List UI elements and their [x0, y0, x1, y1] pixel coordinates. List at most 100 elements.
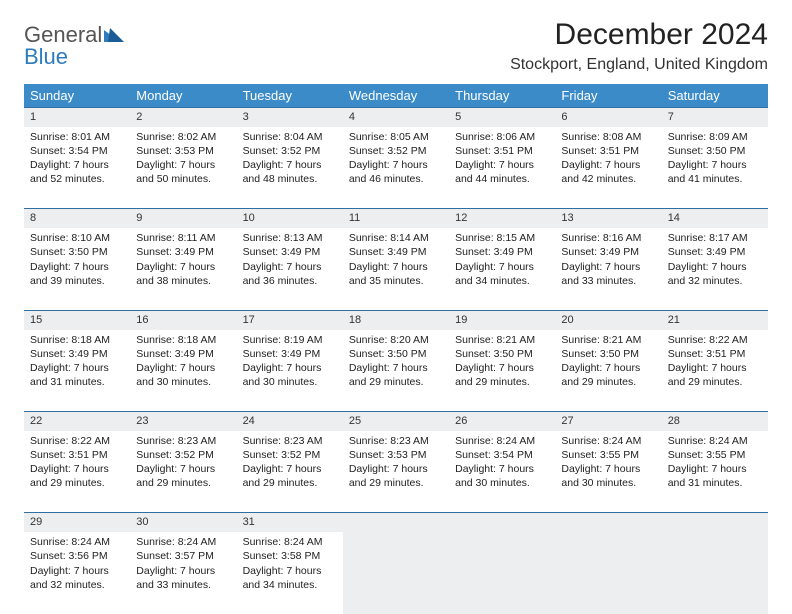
day-number-cell: 21 — [662, 310, 768, 329]
day-number-cell: 19 — [449, 310, 555, 329]
day-number-cell: 1 — [24, 108, 130, 127]
day-number-cell: 18 — [343, 310, 449, 329]
day-detail-line: Daylight: 7 hours — [668, 158, 762, 172]
day-detail-cell: Sunrise: 8:14 AMSunset: 3:49 PMDaylight:… — [343, 228, 449, 310]
day-number-cell: 31 — [237, 513, 343, 532]
day-number-cell — [449, 513, 555, 532]
day-detail-cell: Sunrise: 8:24 AMSunset: 3:55 PMDaylight:… — [662, 431, 768, 513]
day-detail-line: Sunset: 3:50 PM — [349, 347, 443, 361]
day-detail-line: Sunset: 3:58 PM — [243, 549, 337, 563]
day-detail-cell: Sunrise: 8:24 AMSunset: 3:56 PMDaylight:… — [24, 532, 130, 614]
day-detail-line: Sunrise: 8:05 AM — [349, 130, 443, 144]
day-detail-line: and 33 minutes. — [136, 578, 230, 592]
day-detail-line: Sunrise: 8:14 AM — [349, 231, 443, 245]
day-detail-cell: Sunrise: 8:22 AMSunset: 3:51 PMDaylight:… — [662, 330, 768, 412]
day-number-cell: 25 — [343, 412, 449, 431]
day-detail-line: Sunset: 3:49 PM — [136, 245, 230, 259]
day-number-cell: 28 — [662, 412, 768, 431]
day-detail-line: Daylight: 7 hours — [136, 462, 230, 476]
day-detail-line: Sunset: 3:49 PM — [561, 245, 655, 259]
day-detail-line: Sunrise: 8:22 AM — [30, 434, 124, 448]
day-detail-line: Daylight: 7 hours — [349, 462, 443, 476]
week-daynum-row: 891011121314 — [24, 209, 768, 228]
day-detail-line: Sunset: 3:49 PM — [30, 347, 124, 361]
day-detail-line: Sunset: 3:51 PM — [561, 144, 655, 158]
week-detail-row: Sunrise: 8:10 AMSunset: 3:50 PMDaylight:… — [24, 228, 768, 310]
day-detail-cell: Sunrise: 8:18 AMSunset: 3:49 PMDaylight:… — [130, 330, 236, 412]
day-number-cell: 7 — [662, 108, 768, 127]
day-detail-line: Sunset: 3:54 PM — [455, 448, 549, 462]
day-detail-line: and 42 minutes. — [561, 172, 655, 186]
day-detail-line: Daylight: 7 hours — [455, 462, 549, 476]
week-daynum-row: 293031 — [24, 513, 768, 532]
day-detail-line: Sunrise: 8:08 AM — [561, 130, 655, 144]
week-daynum-row: 15161718192021 — [24, 310, 768, 329]
day-number-cell: 29 — [24, 513, 130, 532]
day-detail-cell: Sunrise: 8:16 AMSunset: 3:49 PMDaylight:… — [555, 228, 661, 310]
day-number-cell: 16 — [130, 310, 236, 329]
day-detail-line: and 29 minutes. — [136, 476, 230, 490]
week-daynum-row: 1234567 — [24, 108, 768, 127]
day-detail-line: Sunrise: 8:16 AM — [561, 231, 655, 245]
day-number-cell: 14 — [662, 209, 768, 228]
weekday-header: Saturday — [662, 84, 768, 108]
day-detail-line: Sunrise: 8:24 AM — [136, 535, 230, 549]
day-detail-line: Sunrise: 8:18 AM — [30, 333, 124, 347]
day-detail-line: Daylight: 7 hours — [561, 260, 655, 274]
day-number-cell: 5 — [449, 108, 555, 127]
day-detail-cell: Sunrise: 8:06 AMSunset: 3:51 PMDaylight:… — [449, 127, 555, 209]
day-detail-line: Daylight: 7 hours — [30, 564, 124, 578]
day-detail-line: Sunset: 3:53 PM — [349, 448, 443, 462]
day-detail-line: and 31 minutes. — [30, 375, 124, 389]
day-detail-line: and 41 minutes. — [668, 172, 762, 186]
day-detail-line: and 29 minutes. — [455, 375, 549, 389]
day-detail-line: Sunrise: 8:15 AM — [455, 231, 549, 245]
day-number-cell: 20 — [555, 310, 661, 329]
day-detail-cell: Sunrise: 8:02 AMSunset: 3:53 PMDaylight:… — [130, 127, 236, 209]
week-detail-row: Sunrise: 8:22 AMSunset: 3:51 PM Daylight:… — [24, 431, 768, 513]
day-detail-cell: Sunrise: 8:13 AMSunset: 3:49 PMDaylight:… — [237, 228, 343, 310]
day-detail-line: Daylight: 7 hours — [455, 158, 549, 172]
day-detail-line: Sunset: 3:52 PM — [136, 448, 230, 462]
day-detail-line: and 30 minutes. — [455, 476, 549, 490]
day-detail-line: and 34 minutes. — [243, 578, 337, 592]
day-detail-line: Daylight: 7 hours — [349, 260, 443, 274]
day-detail-line: and 29 minutes. — [561, 375, 655, 389]
day-detail-line: Daylight: 7 hours — [30, 260, 124, 274]
day-detail-cell: Sunrise: 8:24 AMSunset: 3:55 PMDaylight:… — [555, 431, 661, 513]
day-detail-line: Sunset: 3:49 PM — [243, 245, 337, 259]
day-detail-line: Sunset: 3:50 PM — [561, 347, 655, 361]
day-detail-line: Daylight: 7 hours — [561, 361, 655, 375]
day-detail-line: Sunrise: 8:13 AM — [243, 231, 337, 245]
day-number-cell: 4 — [343, 108, 449, 127]
day-detail-line: and 36 minutes. — [243, 274, 337, 288]
day-detail-line: Sunset: 3:50 PM — [455, 347, 549, 361]
day-detail-line: Sunrise: 8:01 AM — [30, 130, 124, 144]
day-detail-line: Daylight: 7 hours — [136, 361, 230, 375]
day-detail-line: Daylight: 7 hours — [136, 158, 230, 172]
day-detail-line: Sunset: 3:51 PM — [455, 144, 549, 158]
day-detail-cell: Sunrise: 8:24 AMSunset: 3:58 PMDaylight:… — [237, 532, 343, 614]
day-detail-line: Sunset: 3:51 PM — [30, 448, 124, 462]
day-detail-line: Sunset: 3:57 PM — [136, 549, 230, 563]
day-detail-line: Daylight: 7 hours — [243, 462, 337, 476]
day-number-cell: 22 — [24, 412, 130, 431]
day-detail-cell: Sunrise: 8:04 AMSunset: 3:52 PMDaylight:… — [237, 127, 343, 209]
day-detail-line: Sunrise: 8:23 AM — [349, 434, 443, 448]
day-detail-line: Daylight: 7 hours — [243, 260, 337, 274]
day-detail-cell: Sunrise: 8:08 AMSunset: 3:51 PMDaylight:… — [555, 127, 661, 209]
day-detail-line: and 39 minutes. — [30, 274, 124, 288]
week-detail-row: Sunrise: 8:01 AMSunset: 3:54 PMDaylight:… — [24, 127, 768, 209]
day-detail-cell: Sunrise: 8:11 AMSunset: 3:49 PMDaylight:… — [130, 228, 236, 310]
logo-triangle-icon — [104, 24, 124, 46]
weekday-header: Monday — [130, 84, 236, 108]
day-detail-line: and 52 minutes. — [30, 172, 124, 186]
brand-logo: General Blue — [24, 18, 124, 68]
day-detail-line: Sunrise: 8:02 AM — [136, 130, 230, 144]
day-detail-cell — [449, 532, 555, 614]
day-detail-line: Sunrise: 8:23 AM — [243, 434, 337, 448]
calendar-table: Sunday Monday Tuesday Wednesday Thursday… — [24, 84, 768, 614]
day-detail-line: Sunset: 3:56 PM — [30, 549, 124, 563]
day-detail-line: Sunset: 3:49 PM — [243, 347, 337, 361]
day-detail-line: Daylight: 7 hours — [136, 564, 230, 578]
